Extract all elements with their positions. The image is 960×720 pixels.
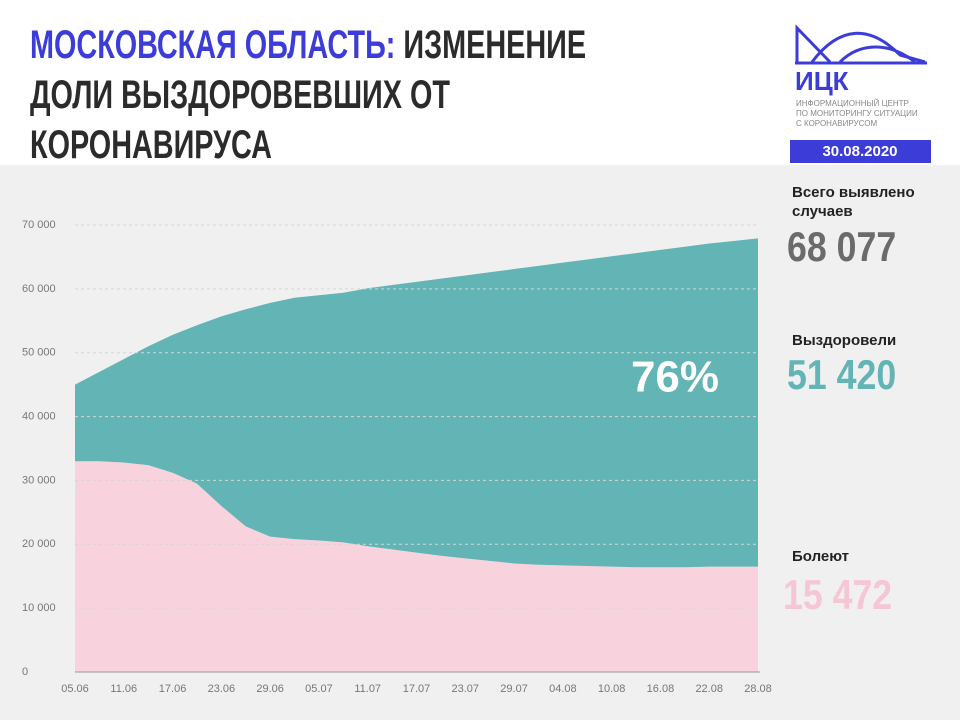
- x-tick-label: 23.06: [208, 683, 236, 695]
- x-tick-label: 17.06: [159, 683, 187, 695]
- x-tick-label: 04.08: [549, 683, 577, 695]
- x-tick-label: 28.08: [744, 683, 772, 695]
- area: [75, 238, 758, 568]
- logo-name: ИЦК: [795, 66, 849, 96]
- plot: [75, 224, 758, 673]
- y-tick-label: 20 000: [22, 538, 56, 550]
- title-text: ИЗМЕНЕНИЕ ДОЛИ ВЫЗДОРОВЕВШИХ ОТ КОРОНАВИ…: [30, 23, 587, 167]
- logo-subtitle: ИНФОРМАЦИОННЫЙ ЦЕНТР: [796, 99, 909, 108]
- x-tick-label: 29.07: [500, 683, 528, 695]
- legend-label: Выздоровели: [792, 332, 896, 349]
- x-tick-label: 05.06: [61, 683, 89, 695]
- sick-value: 15 472: [783, 572, 892, 618]
- y-tick-label: 50 000: [22, 347, 56, 359]
- y-tick-label: 40 000: [22, 410, 56, 422]
- y-tick-label: 10 000: [22, 602, 56, 614]
- date-box: [790, 140, 931, 163]
- logo-shape: [838, 45, 916, 64]
- x-tick-label: 23.07: [452, 683, 480, 695]
- title-region: МОСКОВСКАЯ ОБЛАСТЬ:: [30, 23, 396, 67]
- total-label: Всего выявлено случаев: [792, 184, 915, 220]
- date: 30.08.2020: [822, 143, 897, 160]
- logo-icon: [795, 24, 927, 65]
- total-value: 68 077: [787, 224, 896, 270]
- legend-label: Болеют: [792, 548, 849, 565]
- logo-subtitle: ПО МОНИТОРИНГУ СИТУАЦИИ: [796, 109, 918, 118]
- y-tick-label: 60 000: [22, 283, 56, 295]
- x-tick-label: 10.08: [598, 683, 626, 695]
- y-tick-label: 30 000: [22, 474, 56, 486]
- recovered-value: 51 420: [787, 352, 896, 398]
- x-tick-label: 16.08: [647, 683, 675, 695]
- annotation: 76%: [631, 353, 719, 402]
- x-tick-label: 05.07: [305, 683, 333, 695]
- area: [75, 461, 758, 672]
- logo-shape: [795, 24, 832, 64]
- logo-subtitle: С КОРОНАВИРУСОМ: [796, 119, 877, 128]
- x-tick-label: 11.06: [110, 683, 137, 695]
- y-tick-label: 70 000: [22, 219, 56, 231]
- title: МОСКОВСКАЯ ОБЛАСТЬ: ИЗМЕНЕНИЕ ДОЛИ ВЫЗДО…: [30, 20, 664, 170]
- total-label-box: Всего выявлено случаев: [792, 184, 915, 220]
- x-tick-label: 22.08: [695, 683, 723, 695]
- x-tick-label: 29.06: [256, 683, 284, 695]
- x-tick-label: 11.07: [354, 683, 381, 695]
- x-tick-label: 17.07: [403, 683, 431, 695]
- y-tick-label: 0: [22, 666, 28, 678]
